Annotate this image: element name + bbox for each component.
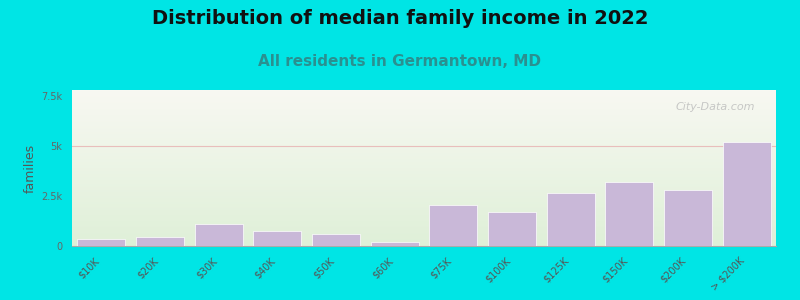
- Text: All residents in Germantown, MD: All residents in Germantown, MD: [258, 54, 542, 69]
- Bar: [664, 190, 712, 246]
- Bar: [136, 237, 184, 246]
- Bar: [606, 182, 654, 246]
- Bar: [488, 212, 536, 246]
- Text: Distribution of median family income in 2022: Distribution of median family income in …: [152, 9, 648, 28]
- Bar: [78, 239, 126, 246]
- Bar: [370, 242, 418, 246]
- Y-axis label: families: families: [24, 143, 37, 193]
- Text: City-Data.com: City-Data.com: [675, 103, 755, 112]
- Bar: [546, 193, 594, 246]
- Bar: [194, 224, 242, 246]
- Bar: [722, 142, 770, 246]
- Bar: [430, 205, 478, 246]
- Bar: [254, 231, 302, 246]
- Bar: [312, 234, 360, 246]
